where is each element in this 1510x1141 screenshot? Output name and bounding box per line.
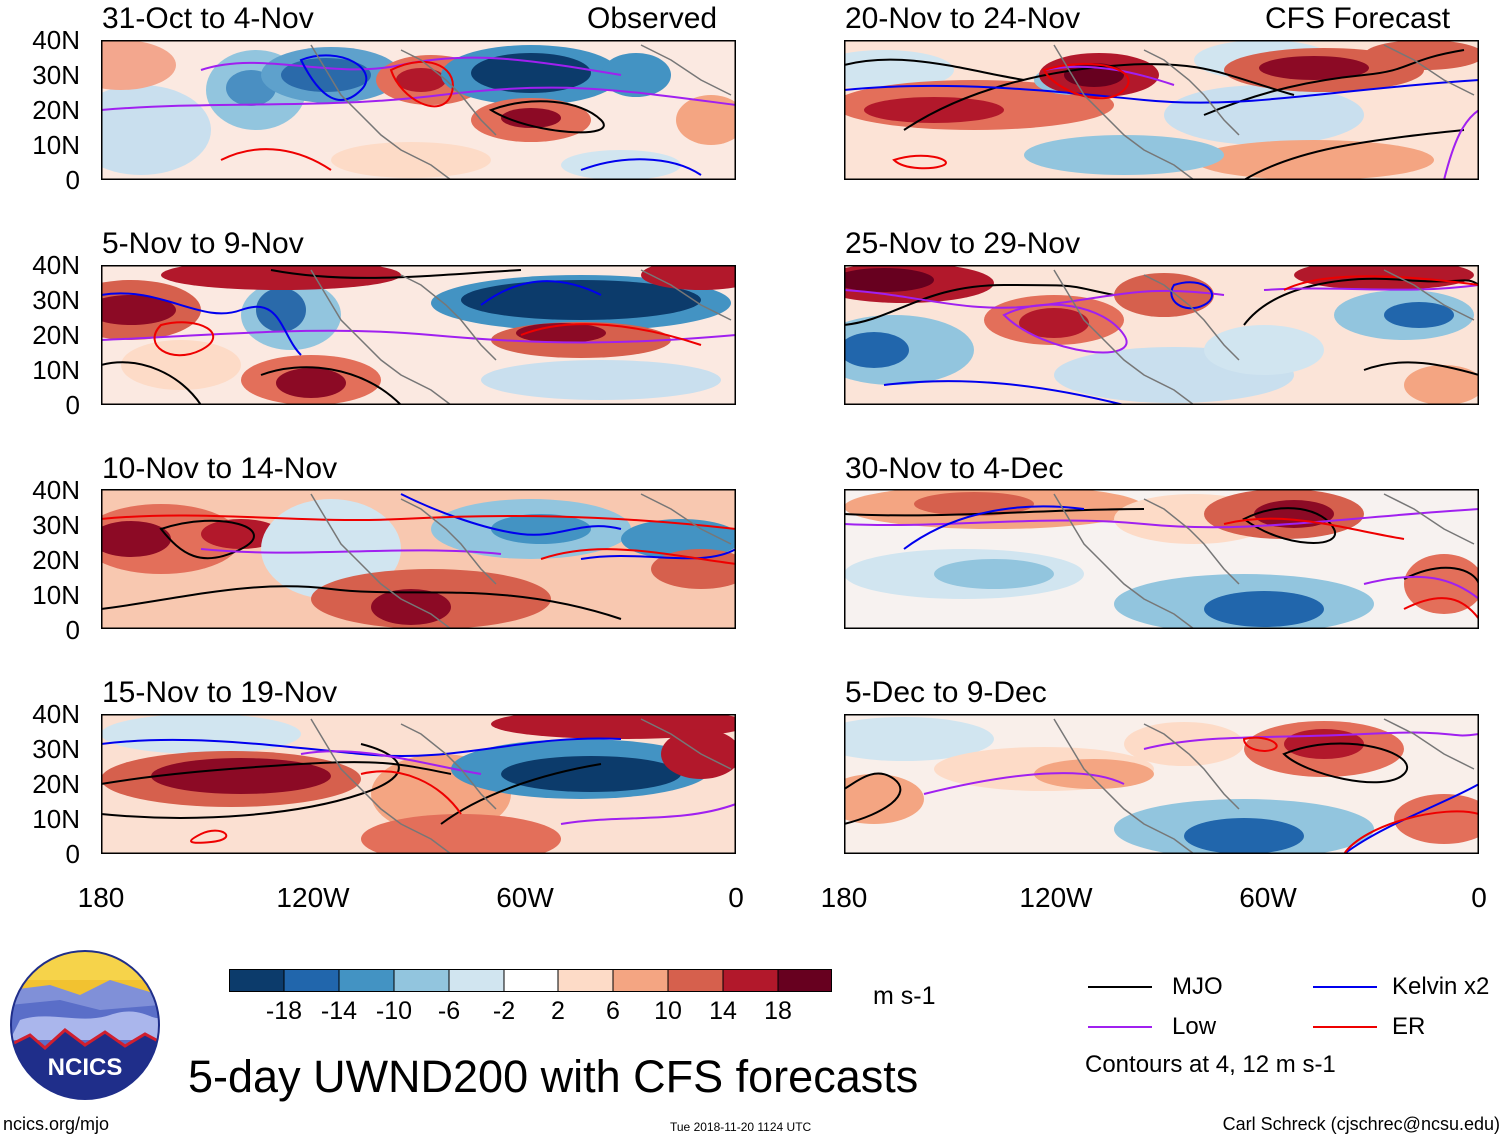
colorbar-bin	[558, 969, 613, 992]
colorbar-label: 10	[654, 997, 682, 1025]
colorbar-bin	[723, 969, 778, 992]
colorbar-label: -2	[492, 997, 516, 1025]
y-tick-label: 0	[65, 390, 80, 420]
y-tick-label: 10N	[32, 130, 80, 160]
timestamp: Tue 2018-11-20 1124 UTC	[670, 1120, 812, 1134]
panel-title-fcst-4: 5-Dec to 9-Dec	[845, 676, 1047, 709]
y-tick-label: 20N	[32, 545, 80, 575]
colorbar-label: 18	[764, 997, 792, 1025]
y-tick-label: 30N	[32, 285, 80, 315]
legend-label-mjo: MJO	[1172, 973, 1223, 1000]
colorbar-label: -14	[320, 997, 358, 1025]
y-tick-label: 40N	[32, 25, 80, 55]
legend-line-kelvin	[1313, 986, 1377, 988]
x-tick-label: 60W	[496, 882, 554, 913]
colorbar-bin	[284, 969, 339, 992]
colorbar-label: -18	[265, 997, 303, 1025]
colorbar-label: -6	[437, 997, 461, 1025]
y-tick-label: 0	[65, 839, 80, 869]
legend-line-low	[1088, 1026, 1152, 1028]
y-tick-label: 10N	[32, 580, 80, 610]
y-tick-label: 30N	[32, 60, 80, 90]
panel-title-fcst-3: 30-Nov to 4-Dec	[845, 452, 1064, 485]
map-panel-fcst-3	[844, 489, 1479, 629]
map-panel-obs-4	[101, 714, 736, 854]
colorbar-bin	[229, 969, 284, 992]
map-panel-obs-2	[101, 265, 736, 405]
colorbar-label: 6	[606, 997, 620, 1025]
colorbar-units: m s-1	[873, 982, 936, 1010]
colorbar-bin	[449, 969, 504, 992]
panel-title-obs-3: 10-Nov to 14-Nov	[102, 452, 338, 485]
y-tick-label: 0	[65, 615, 80, 645]
legend-label-kelvin: Kelvin x2	[1392, 973, 1490, 1000]
legend-line-er	[1313, 1026, 1377, 1028]
x-tick-label: 180	[77, 882, 125, 913]
y-tick-label: 20N	[32, 95, 80, 125]
colorbar-bin	[339, 969, 394, 992]
map-panel-obs-3	[101, 489, 736, 629]
y-tick-label: 10N	[32, 804, 80, 834]
x-tick-label: 60W	[1239, 882, 1297, 913]
panel-title-obs-4: 15-Nov to 19-Nov	[102, 676, 338, 709]
y-tick-label: 20N	[32, 320, 80, 350]
legend-note: Contours at 4, 12 m s-1	[1085, 1051, 1336, 1078]
legend-label-er: ER	[1392, 1013, 1426, 1040]
colorbar-label: 14	[709, 997, 737, 1025]
x-tick-label: 120W	[1019, 882, 1093, 913]
site-link[interactable]: ncics.org/mjo	[3, 1114, 110, 1134]
colorbar-bin	[778, 969, 832, 992]
panel-title-obs-1: 31-Oct to 4-Nov	[102, 2, 314, 35]
panel-title-fcst-2: 25-Nov to 29-Nov	[845, 227, 1081, 260]
legend-label-low: Low	[1172, 1013, 1217, 1040]
x-tick-label: 0	[1471, 882, 1487, 913]
column-label-cfs-forecast: CFS Forecast	[1265, 2, 1451, 35]
colorbar-bin	[394, 969, 449, 992]
panel-title-fcst-1: 20-Nov to 24-Nov	[845, 2, 1081, 35]
x-tick-label: 120W	[276, 882, 350, 913]
colorbar-bin	[504, 969, 558, 992]
y-tick-label: 0	[65, 165, 80, 195]
y-tick-label: 40N	[32, 475, 80, 505]
y-tick-label: 40N	[32, 699, 80, 729]
colorbar-bin	[613, 969, 668, 992]
map-panel-fcst-4	[844, 714, 1479, 854]
map-panel-fcst-1	[844, 40, 1479, 180]
x-tick-label: 0	[728, 882, 744, 913]
map-panel-obs-1	[101, 40, 736, 180]
y-tick-label: 30N	[32, 734, 80, 764]
y-tick-label: 30N	[32, 510, 80, 540]
ncics-logo: NCICS	[10, 950, 160, 1100]
logo-text: NCICS	[48, 1054, 123, 1081]
column-label-observed: Observed	[587, 2, 718, 35]
y-tick-label: 20N	[32, 769, 80, 799]
colorbar-label: 2	[551, 997, 565, 1025]
colorbar-bin	[668, 969, 723, 992]
colorbar-label: -10	[375, 997, 413, 1025]
map-panel-fcst-2	[844, 265, 1479, 405]
x-tick-label: 180	[820, 882, 868, 913]
legend-line-mjo	[1088, 986, 1152, 988]
figure-title: 5-day UWND200 with CFS forecasts	[188, 1051, 919, 1102]
author-credit: Carl Schreck (cjschrec@ncsu.edu)	[1222, 1114, 1500, 1134]
panel-title-obs-2: 5-Nov to 9-Nov	[102, 227, 304, 260]
y-tick-label: 10N	[32, 355, 80, 385]
y-tick-label: 40N	[32, 250, 80, 280]
colorbar	[229, 969, 832, 992]
